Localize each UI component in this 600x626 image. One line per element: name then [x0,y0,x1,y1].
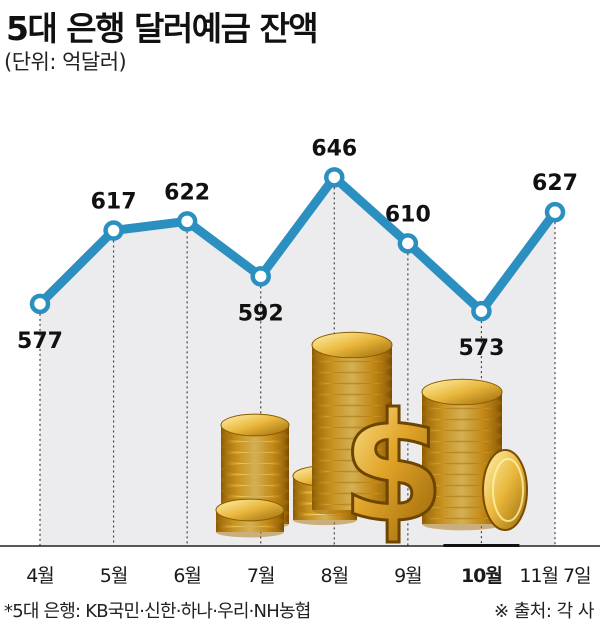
coin-rim [422,462,502,476]
x-tick-label: 6월 [173,565,201,587]
coin-edge [221,491,289,502]
data-label: 617 [91,190,137,215]
series-line [35,172,560,316]
x-tick-label: 11월 7일 [519,565,590,587]
coin-rim [312,503,392,517]
x-tick-label: 7월 [247,565,275,587]
markers [29,167,566,322]
coin-rim [221,452,289,464]
coin-top [220,413,290,437]
data-label: 622 [164,180,210,205]
data-label: 646 [311,136,357,161]
coin-rim [293,514,357,526]
coin-rim [312,437,392,451]
data-labels: 577 617 622 592 646 610 573 627 [17,136,578,361]
data-label: 592 [238,301,284,326]
coin-rim [312,404,392,418]
coin-rim [422,495,502,509]
coin-rim [422,451,502,465]
coin-rim [221,441,289,453]
coin-top [421,378,503,406]
standing-coin-inner [492,458,524,522]
highlight-bar [443,544,520,547]
coin-rim [312,492,392,506]
coin-rim [312,426,392,440]
coin-rim [221,485,289,497]
x-tick-labels: 4월 5월 6월 7월 8월 9월 10월 11월 7일 [26,565,591,587]
data-point [103,220,124,241]
data-point [471,300,492,322]
coin-rim [312,360,392,374]
data-label: 627 [532,171,578,196]
coin-rim [422,440,502,454]
coin-edge [221,458,289,469]
coin-rim [312,393,392,407]
coin-edge [221,447,289,458]
coin-rim [216,526,284,538]
coin-rim [422,517,502,531]
coin-edge [221,469,289,480]
data-point [397,233,419,254]
coin-rim [312,470,392,484]
coin-rim [221,474,289,486]
coin-rim [312,382,392,396]
coin-rim [422,407,502,421]
coin-rim [312,371,392,385]
data-label: 577 [17,329,63,354]
source-note: ※ 출처: 각 사 [493,601,595,622]
coin-rim [422,429,502,443]
data-label: 573 [458,336,504,361]
coin-top [311,331,393,359]
x-tick-label: 10월 [461,565,502,587]
coin-edge [221,480,289,491]
unit-label: (단위: 억달러) [4,50,127,74]
standing-coin [482,449,528,531]
data-label: 610 [385,202,431,227]
coin-rim [422,506,502,520]
coin-rim [312,459,392,473]
footnote: *5대 은행: KB국민·신한·하나·우리·NH농협 [4,601,311,622]
data-point [29,293,51,315]
x-tick-label: 9월 [394,565,422,587]
coin-rim [312,448,392,462]
dollar-icon: $ [341,382,445,556]
data-point [324,167,345,188]
coin-edge [221,436,289,447]
coin-rim [422,484,502,498]
x-tick-label: 8월 [320,565,348,587]
coin-rim [422,418,502,432]
coin-rim [312,481,392,495]
data-point [544,201,566,223]
coin-illustration: $ [215,331,528,558]
coin-rim [221,463,289,475]
chart-title: 5대 은행 달러예금 잔액 [6,9,319,48]
coin-rim [422,473,502,487]
coin-rim [312,415,392,429]
x-tick-label: 5월 [100,565,128,587]
coin-top [215,498,285,522]
data-point [176,211,198,232]
data-point [250,266,271,287]
coin-edge [216,521,284,532]
x-tick-label: 4월 [26,565,54,587]
